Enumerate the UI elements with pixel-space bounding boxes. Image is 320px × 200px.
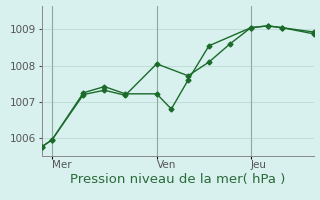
X-axis label: Pression niveau de la mer( hPa ): Pression niveau de la mer( hPa ) xyxy=(70,173,285,186)
